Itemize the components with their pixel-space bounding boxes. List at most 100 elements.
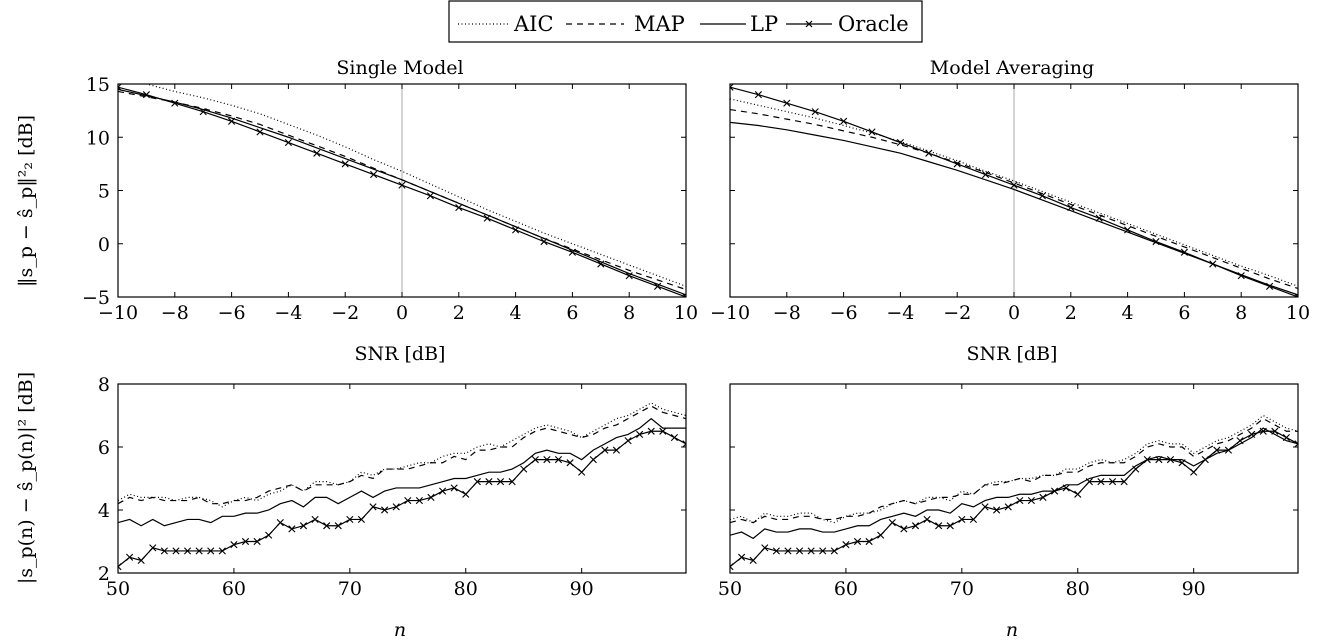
x-tick-label: 10 [1286, 302, 1310, 324]
data-point-oracle [341, 160, 349, 168]
y-tick-label: 8 [98, 374, 110, 396]
data-point-oracle [589, 456, 597, 464]
x-tick-label: −4 [886, 302, 914, 324]
data-point-oracle [772, 547, 780, 555]
data-point-oracle [1039, 493, 1047, 501]
data-point-oracle [830, 547, 838, 555]
x-tick-label: 6 [1178, 302, 1190, 324]
data-point-oracle [334, 522, 342, 530]
data-point-oracle [946, 522, 954, 530]
x-tick-label: 8 [1235, 302, 1247, 324]
y-tick-label: 15 [86, 74, 110, 96]
data-point-oracle [1067, 203, 1075, 212]
x-tick-label: −2 [943, 302, 971, 324]
data-point-oracle [1224, 446, 1233, 454]
data-point-oracle [183, 547, 192, 555]
series-line-map [118, 405, 686, 505]
data-point-oracle [1124, 226, 1132, 234]
data-point-oracle [923, 515, 931, 524]
data-point-oracle [1120, 478, 1128, 486]
data-point-oracle [1108, 478, 1117, 486]
legend-label-lp: LP [750, 12, 778, 36]
data-point-oracle [877, 531, 885, 539]
data-point-oracle [1143, 456, 1151, 464]
data-point-oracle [566, 459, 574, 467]
ylabel-bottom: |s_p(n) − ŝ_p(n)|² [dB] [15, 372, 37, 584]
y-tick-label: 2 [98, 563, 110, 585]
x-tick-label: −6 [830, 302, 858, 324]
data-point-oracle [311, 515, 319, 524]
x-tick-label: 0 [1008, 302, 1020, 324]
data-point-oracle [1050, 487, 1059, 495]
data-point-oracle [398, 181, 406, 189]
data-point-oracle [230, 541, 238, 549]
x-tick-label: 2 [453, 302, 465, 324]
data-point-oracle [795, 547, 804, 555]
data-point-oracle [811, 108, 819, 116]
data-point-oracle [612, 446, 621, 454]
x-tick-label: −6 [218, 302, 246, 324]
data-point-oracle [958, 515, 966, 524]
data-point-oracle [118, 563, 122, 571]
x-tick-label: 60 [834, 578, 858, 600]
x-tick-label: 50 [718, 578, 742, 600]
x-tick-label: 90 [570, 578, 594, 600]
xlabel-bottom-right: n [1006, 619, 1018, 641]
legend-label-aic: AIC [513, 12, 554, 36]
data-point-oracle [426, 192, 434, 200]
data-point-oracle [911, 522, 920, 530]
data-point-oracle [659, 427, 667, 435]
x-tick-label: 4 [1122, 302, 1134, 324]
data-point-oracle [543, 456, 551, 464]
data-point-oracle [1016, 496, 1024, 505]
data-point-oracle [381, 506, 389, 514]
data-point-oracle [1294, 440, 1298, 448]
x-tick-label: 50 [106, 578, 130, 600]
x-tick-label: −2 [331, 302, 359, 324]
data-point-oracle [323, 522, 331, 530]
data-point-oracle [1259, 427, 1267, 435]
data-point-oracle [218, 547, 226, 555]
data-point-oracle [647, 427, 655, 435]
data-point-oracle [853, 537, 862, 546]
series-group [118, 84, 686, 297]
data-point-oracle [1209, 260, 1217, 268]
x-tick-label: 0 [396, 302, 408, 324]
data-point-oracle [149, 544, 157, 552]
xlabel-top-left: SNR [dB] [355, 343, 446, 365]
data-point-oracle [171, 99, 179, 107]
data-point-oracle [761, 544, 769, 552]
data-point-oracle [682, 293, 686, 297]
panel-model-averaging-sample-error: 50 60 70 80 90 [718, 383, 1299, 600]
panel-single-model-error: −10 −8 −6 −4 −2 0 2 4 6 8 10 −5 0 5 10 15 [82, 74, 698, 324]
data-point-oracle [636, 430, 644, 438]
data-point-oracle [969, 515, 978, 524]
data-point-oracle [473, 478, 481, 486]
data-point-oracle [754, 91, 762, 99]
data-point-oracle [485, 478, 493, 486]
data-point-oracle [1248, 430, 1256, 438]
data-point-oracle [284, 138, 292, 147]
data-point-oracle [925, 149, 933, 157]
data-point-oracle [1074, 490, 1082, 498]
data-point-oracle [819, 547, 827, 555]
data-point-oracle [1266, 282, 1274, 290]
data-point-oracle [953, 160, 961, 168]
data-point-oracle [299, 522, 308, 530]
series-line-aic [142, 84, 686, 287]
data-point-oracle [228, 117, 236, 125]
x-tick-label: 60 [222, 578, 246, 600]
data-point-oracle [531, 456, 539, 464]
data-point-oracle [896, 138, 904, 147]
data-point-oracle [357, 515, 366, 524]
data-point-oracle [1271, 427, 1279, 435]
data-point-oracle [1166, 456, 1175, 464]
data-point-oracle [508, 478, 516, 486]
data-point-oracle [749, 556, 757, 564]
data-point-oracle [1236, 437, 1244, 445]
xlabel-bottom-left: n [394, 619, 406, 641]
data-point-oracle [578, 468, 586, 476]
data-point-oracle [1038, 192, 1046, 200]
data-point-oracle [1178, 459, 1186, 467]
y-tick-label: 4 [98, 500, 110, 522]
